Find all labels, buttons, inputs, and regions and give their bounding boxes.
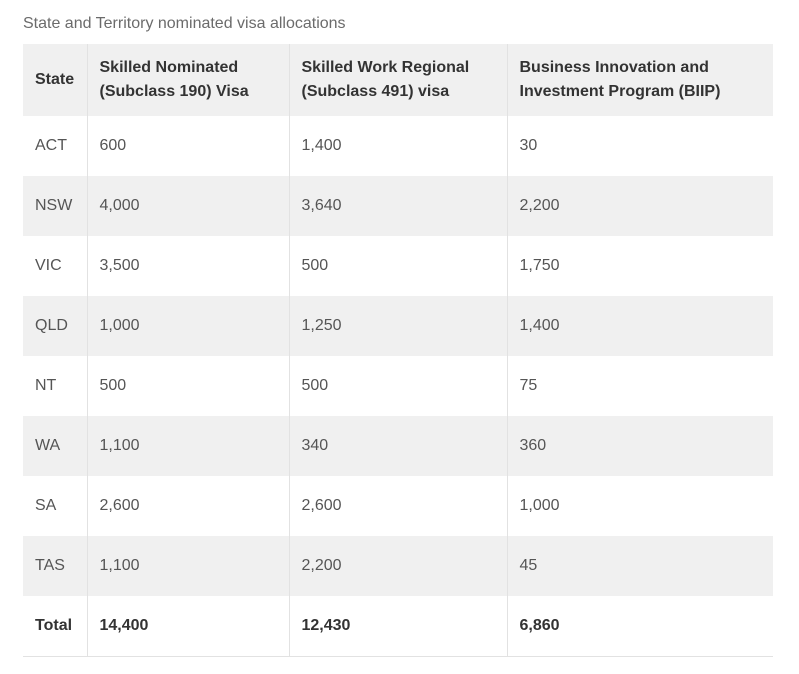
cell-subclass-491: 2,200 bbox=[288, 536, 507, 596]
header-row: State Skilled Nominated (Subclass 190) V… bbox=[23, 44, 773, 116]
total-subclass-491: 12,430 bbox=[288, 596, 507, 657]
cell-subclass-190: 1,000 bbox=[86, 296, 289, 356]
table-row: ACT 600 1,400 30 bbox=[23, 116, 773, 176]
header-state: State bbox=[23, 44, 87, 116]
cell-biip: 1,750 bbox=[506, 236, 773, 296]
cell-biip: 1,000 bbox=[506, 476, 773, 536]
cell-state: QLD bbox=[23, 296, 87, 356]
cell-biip: 2,200 bbox=[506, 176, 773, 236]
header-subclass-491: Skilled Work Regional (Subclass 491) vis… bbox=[288, 44, 507, 116]
header-biip: Business Innovation and Investment Progr… bbox=[506, 44, 773, 116]
cell-subclass-190: 1,100 bbox=[86, 416, 289, 476]
table-row: NSW 4,000 3,640 2,200 bbox=[23, 176, 773, 236]
table-caption: State and Territory nominated visa alloc… bbox=[23, 15, 346, 32]
table-row: NT 500 500 75 bbox=[23, 356, 773, 416]
cell-subclass-491: 500 bbox=[288, 356, 507, 416]
cell-biip: 1,400 bbox=[506, 296, 773, 356]
cell-subclass-190: 600 bbox=[86, 116, 289, 176]
cell-state: ACT bbox=[35, 137, 67, 154]
visa-allocations-table: State Skilled Nominated (Subclass 190) V… bbox=[23, 44, 773, 657]
table-row: WA 1,100 340 360 bbox=[23, 416, 773, 476]
cell-biip: 30 bbox=[506, 116, 773, 176]
total-label: Total bbox=[23, 596, 87, 657]
cell-subclass-491: 2,600 bbox=[288, 476, 507, 536]
cell-subclass-491: 1,400 bbox=[288, 116, 507, 176]
cell-state: TAS bbox=[23, 536, 87, 596]
cell-subclass-491: 1,250 bbox=[288, 296, 507, 356]
table-row: TAS 1,100 2,200 45 bbox=[23, 536, 773, 596]
cell-subclass-190: 1,100 bbox=[86, 536, 289, 596]
table-row: QLD 1,000 1,250 1,400 bbox=[23, 296, 773, 356]
cell-state: NT bbox=[35, 377, 57, 394]
header-subclass-190: Skilled Nominated (Subclass 190) Visa bbox=[86, 44, 289, 116]
cell-biip: 75 bbox=[506, 356, 773, 416]
cell-subclass-190: 2,600 bbox=[86, 476, 289, 536]
table-body: ACT 600 1,400 30 NSW 4,000 3,640 2,200 V… bbox=[23, 116, 773, 657]
cell-biip: 45 bbox=[506, 536, 773, 596]
cell-state: VIC bbox=[35, 257, 62, 274]
cell-subclass-491: 500 bbox=[288, 236, 507, 296]
table-header: State Skilled Nominated (Subclass 190) V… bbox=[23, 44, 773, 116]
cell-subclass-190: 4,000 bbox=[86, 176, 289, 236]
total-biip: 6,860 bbox=[506, 596, 773, 657]
table-row: SA 2,600 2,600 1,000 bbox=[23, 476, 773, 536]
cell-subclass-491: 340 bbox=[288, 416, 507, 476]
total-row: Total 14,400 12,430 6,860 bbox=[23, 596, 773, 657]
cell-subclass-190: 500 bbox=[86, 356, 289, 416]
cell-state: WA bbox=[23, 416, 87, 476]
cell-subclass-491: 3,640 bbox=[288, 176, 507, 236]
cell-biip: 360 bbox=[506, 416, 773, 476]
cell-state: NSW bbox=[23, 176, 87, 236]
cell-state: SA bbox=[35, 497, 57, 514]
table-row: VIC 3,500 500 1,750 bbox=[23, 236, 773, 296]
total-subclass-190: 14,400 bbox=[86, 596, 289, 657]
cell-subclass-190: 3,500 bbox=[86, 236, 289, 296]
